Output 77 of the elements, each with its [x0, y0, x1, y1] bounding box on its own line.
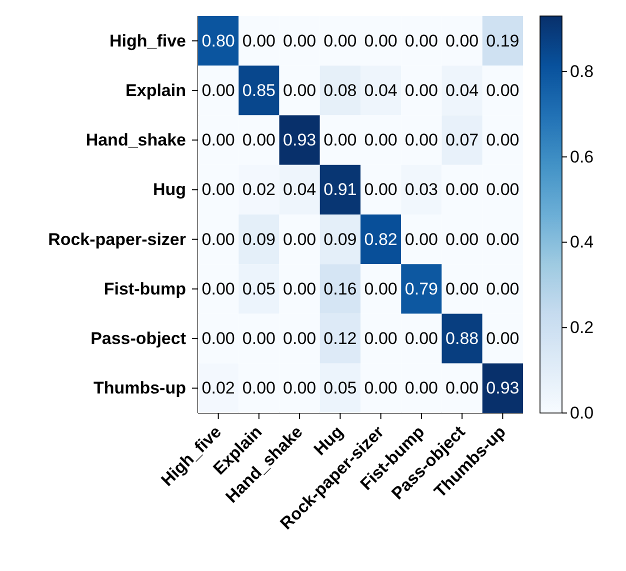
data-label: 0.00	[283, 80, 316, 100]
data-label: 0.79	[404, 279, 438, 298]
data-label: 0.19	[486, 31, 520, 50]
data-label: 0.00	[283, 31, 316, 50]
data-label: 0.00	[202, 279, 235, 298]
data-label: 0.00	[283, 279, 316, 298]
data-label: 0.00	[283, 378, 316, 398]
data-label: 0.85	[242, 80, 276, 100]
data-label: 0.07	[446, 130, 479, 150]
data-label: 0.00	[364, 329, 398, 348]
data-label: 0.03	[404, 180, 438, 200]
data-label: 0.02	[202, 378, 235, 398]
data-label: 0.16	[324, 279, 357, 298]
data-label: 0.00	[486, 130, 520, 150]
data-label: 0.00	[202, 80, 235, 100]
data-label: 0.09	[324, 230, 357, 249]
data-label: 0.00	[364, 130, 398, 150]
data-label: 0.00	[404, 378, 438, 398]
data-label: 0.00	[324, 31, 357, 50]
y-tick-label: Hug	[152, 180, 186, 200]
data-label: 0.00	[202, 130, 235, 150]
data-label: 0.00	[486, 329, 520, 348]
data-label: 0.00	[283, 329, 316, 348]
data-label: 0.93	[283, 130, 316, 150]
data-label: 0.00	[324, 130, 357, 150]
data-label: 0.82	[364, 230, 398, 249]
data-label: 0.00	[364, 378, 398, 398]
data-label: 0.80	[202, 31, 235, 50]
color-bar-label: 0.2	[570, 318, 594, 338]
y-tick-label: Hand_shake	[86, 130, 186, 150]
y-tick-label: Thumbs-up	[93, 378, 186, 398]
y-tick-label: Pass-object	[90, 329, 186, 348]
data-label: 0.04	[283, 180, 316, 200]
data-label: 0.00	[202, 230, 235, 249]
data-label: 0.00	[446, 230, 479, 249]
data-label: 0.00	[242, 130, 276, 150]
data-label: 0.08	[324, 80, 357, 100]
data-label: 0.00	[404, 329, 438, 348]
y-tick-label: Fist-bump	[104, 279, 186, 298]
data-label: 0.00	[242, 378, 276, 398]
data-label: 0.04	[364, 80, 398, 100]
data-label: 0.05	[242, 279, 276, 298]
data-label: 0.12	[324, 329, 357, 348]
data-label: 0.00	[283, 230, 316, 249]
data-label: 0.00	[202, 329, 235, 348]
data-label: 0.02	[242, 180, 276, 200]
data-label: 0.00	[486, 180, 520, 200]
data-label: 0.00	[242, 329, 276, 348]
data-label: 0.00	[446, 378, 479, 398]
data-label: 0.09	[242, 230, 276, 249]
color-bar-label: 0.4	[570, 232, 594, 252]
color-bar-label: 0.8	[570, 62, 594, 81]
data-label: 0.00	[486, 230, 520, 249]
data-label: 0.00	[364, 180, 398, 200]
data-label: 0.00	[242, 31, 276, 50]
data-label: 0.00	[364, 31, 398, 50]
data-label: 0.05	[324, 378, 357, 398]
data-label: 0.00	[404, 130, 438, 150]
data-label: 0.00	[404, 80, 438, 100]
data-label: 0.04	[446, 80, 479, 100]
data-label: 0.00	[404, 230, 438, 249]
data-label: 0.93	[486, 378, 520, 398]
y-tick-label: Explain	[126, 80, 186, 100]
data-label: 0.00	[486, 80, 520, 100]
data-label: 0.00	[446, 31, 479, 50]
data-label: 0.00	[404, 31, 438, 50]
data-label: 0.00	[446, 279, 479, 298]
data-label: 0.91	[324, 180, 357, 200]
y-tick-label: High_five	[109, 31, 186, 50]
y-tick-label: Rock-paper-sizer	[48, 230, 186, 249]
data-label: 0.00	[202, 180, 235, 200]
data-label: 0.00	[364, 279, 398, 298]
data-label: 0.00	[446, 180, 479, 200]
data-label: 0.00	[486, 279, 520, 298]
color-bar-label: 0.0	[570, 404, 594, 422]
data-label: 0.88	[446, 329, 479, 348]
color-bar-label: 0.6	[570, 147, 594, 166]
